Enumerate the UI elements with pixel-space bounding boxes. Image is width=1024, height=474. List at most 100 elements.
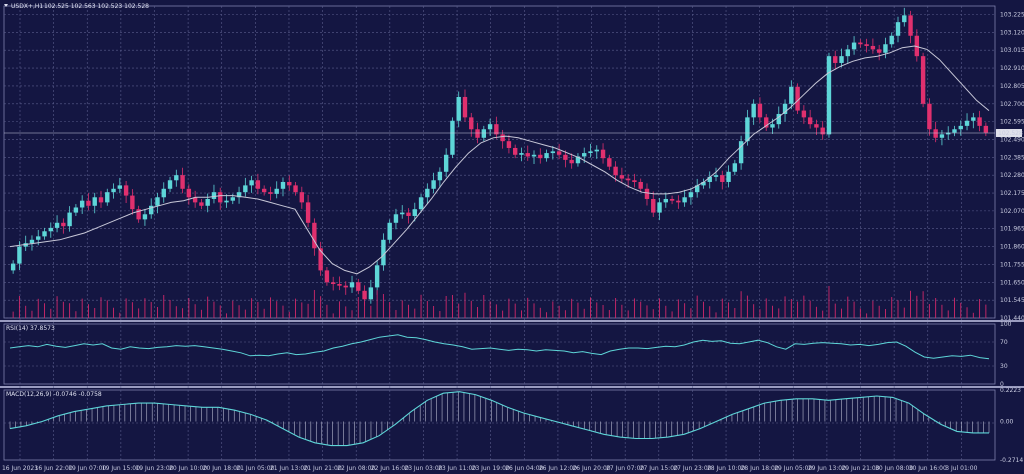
candle-body (550, 151, 556, 154)
candle-body (688, 192, 694, 198)
candle-body (833, 56, 838, 63)
candle-body (726, 171, 731, 182)
candle-body (676, 200, 681, 203)
x-tick-label: 30 Jun 16:00 (909, 465, 947, 472)
y-tick-label: 102.385 (1000, 154, 1024, 161)
candle-body (720, 175, 725, 182)
x-tick-label: 19 Jun 23:00 (135, 465, 173, 472)
y-tick-label: 102.280 (1000, 172, 1024, 179)
candle-body (92, 197, 97, 206)
candle-body (205, 198, 210, 206)
candle-body (456, 96, 461, 121)
candle-body (230, 197, 235, 201)
candle-body (54, 222, 60, 228)
candle-body (381, 239, 386, 266)
x-tick-label: 16 Jun 22:00 (35, 465, 73, 472)
y-tick-label: 102.070 (1000, 208, 1024, 215)
candle-body (569, 159, 574, 164)
candle-body (149, 205, 154, 215)
x-tick-label: 23 Jun 19:00 (472, 465, 510, 472)
macd-label: MACD(12,26,9) -0.0746 -0.0758 (6, 391, 102, 398)
candle-body (814, 124, 819, 128)
candle-body (669, 198, 675, 201)
candle-body (123, 185, 129, 196)
candle-body (475, 129, 480, 138)
price-grid (4, 6, 995, 460)
x-tick-label: 21 Jun 05:00 (236, 465, 274, 472)
candle-body (701, 181, 706, 186)
candle-body (582, 153, 587, 157)
candle-body (801, 110, 807, 118)
candle-body (902, 15, 907, 23)
candle-body (977, 117, 982, 126)
x-tick-label: 19 Jun 07:00 (68, 465, 106, 472)
candle-body (745, 117, 750, 142)
x-tick-label: 30 Jun 08:00 (875, 465, 913, 472)
y-tick-label: 102.700 (1000, 101, 1024, 108)
candle-body (876, 49, 882, 53)
candle-body (531, 154, 537, 157)
candle-body (651, 198, 656, 213)
candle-body (330, 282, 336, 284)
price-panel-frame (3, 5, 996, 319)
macd-panel-frame (3, 389, 996, 461)
candle-body (312, 222, 317, 249)
candle-body (368, 287, 374, 300)
candle-body (61, 222, 66, 227)
candle-body (418, 197, 424, 210)
candle-body (556, 151, 562, 155)
candle-body (374, 265, 380, 288)
candle-body (105, 192, 110, 203)
candle-body (895, 22, 901, 36)
candle-body (406, 212, 411, 216)
x-tick-label: 22 Jun 08:00 (337, 465, 375, 472)
candle-body (908, 15, 913, 36)
candle-body (117, 185, 123, 189)
x-tick-label: 20 Jun 10:00 (169, 465, 207, 472)
dropdown-triangle-icon[interactable] (4, 4, 8, 7)
candle-body (851, 42, 857, 50)
candle-body (883, 44, 888, 53)
candle-body (86, 200, 91, 206)
candle-body (563, 154, 568, 160)
candle-body (29, 239, 35, 244)
candle-body (136, 209, 141, 220)
y-tick-label: 103.225 (1000, 12, 1024, 19)
candle-body (67, 212, 72, 227)
candle-body (757, 103, 763, 118)
ohlc-readout: 102.525 102.563 102.523 102.528 (44, 3, 149, 10)
candle-body (538, 154, 543, 159)
rsi-level-label: 70 (1000, 339, 1008, 346)
y-tick-label: 103.120 (1000, 29, 1024, 36)
candle-body (425, 188, 430, 198)
candle-body (889, 35, 894, 45)
candle-body (487, 124, 493, 130)
candle-body (770, 124, 775, 128)
candle-body (826, 56, 832, 135)
macd-level-label: 0.00 (1000, 419, 1014, 426)
candle-body (42, 231, 47, 237)
rsi-level-label: 30 (1000, 363, 1008, 370)
candle-body (738, 141, 744, 164)
candle-body (500, 134, 505, 142)
candle-body (130, 195, 135, 210)
candle-body (933, 129, 938, 138)
candle-body (293, 185, 298, 193)
y-tick-label: 101.440 (1000, 315, 1024, 322)
candle-body (299, 192, 305, 203)
candle-body (280, 181, 286, 189)
candle-body (79, 200, 85, 208)
candle-body (443, 154, 449, 172)
candle-body (644, 188, 650, 199)
candle-body (343, 285, 348, 288)
current-price-box (996, 129, 1022, 138)
macd-level-label: -0.2714 (1000, 457, 1023, 464)
candle-body (48, 227, 53, 232)
rsi-label: RSI(14) 37.8573 (6, 325, 55, 332)
rsi-line (9, 334, 990, 360)
candle-body (255, 180, 261, 189)
y-tick-label: 102.595 (1000, 119, 1024, 126)
x-tick-label: 26 Jun 04:00 (505, 465, 543, 472)
